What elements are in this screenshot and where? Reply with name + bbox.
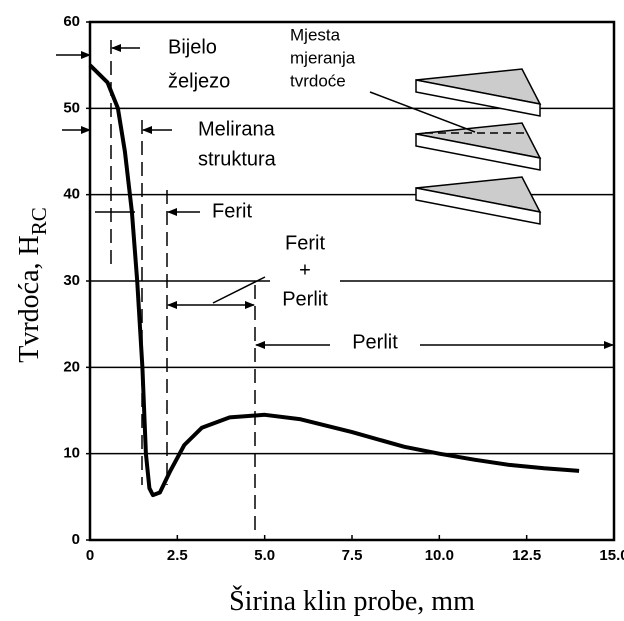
annotation: + bbox=[299, 259, 311, 281]
annotation: tvrdoće bbox=[290, 71, 346, 90]
annotation: mjeranja bbox=[290, 48, 356, 67]
x-axis-label: Širina klin probe, mm bbox=[229, 586, 475, 617]
annotation: Perlit bbox=[282, 288, 328, 310]
curve bbox=[88, 63, 580, 498]
x-tick-label: 10.0 bbox=[425, 547, 454, 564]
y-axis-label-main: Tvrdoća, H bbox=[14, 235, 45, 363]
x-tick-label: 7.5 bbox=[342, 547, 363, 564]
y-tick-label: 60 bbox=[63, 13, 80, 30]
x-tick-label: 2.5 bbox=[167, 547, 188, 564]
annotation: Perlit bbox=[352, 331, 398, 353]
x-tick-label: 15.0 bbox=[599, 547, 624, 564]
wedges bbox=[369, 68, 542, 225]
annotation: Bijelo bbox=[168, 36, 217, 58]
y-axis-label: Tvrdoća, HRC bbox=[14, 207, 51, 363]
y-tick-label: 0 bbox=[72, 531, 80, 548]
y-tick-label: 10 bbox=[63, 445, 80, 462]
x-tick-label: 0 bbox=[86, 547, 94, 564]
annotation: struktura bbox=[198, 148, 277, 170]
x-tick-label: 5.0 bbox=[254, 547, 275, 564]
y-tick-label: 30 bbox=[63, 272, 80, 289]
annotation: željezo bbox=[168, 70, 230, 92]
y-axis-label-sub: RC bbox=[27, 207, 51, 235]
annotation: Ferit bbox=[212, 200, 252, 222]
y-tick-label: 20 bbox=[63, 358, 80, 375]
y-tick-label: 50 bbox=[63, 99, 80, 116]
annotation-lines bbox=[56, 35, 614, 530]
y-tick-label: 40 bbox=[63, 186, 80, 203]
annotation: Ferit bbox=[285, 232, 325, 254]
annotation: Melirana bbox=[198, 118, 276, 140]
annotation: Mjesta bbox=[290, 25, 341, 44]
x-tick-label: 12.5 bbox=[512, 547, 541, 564]
